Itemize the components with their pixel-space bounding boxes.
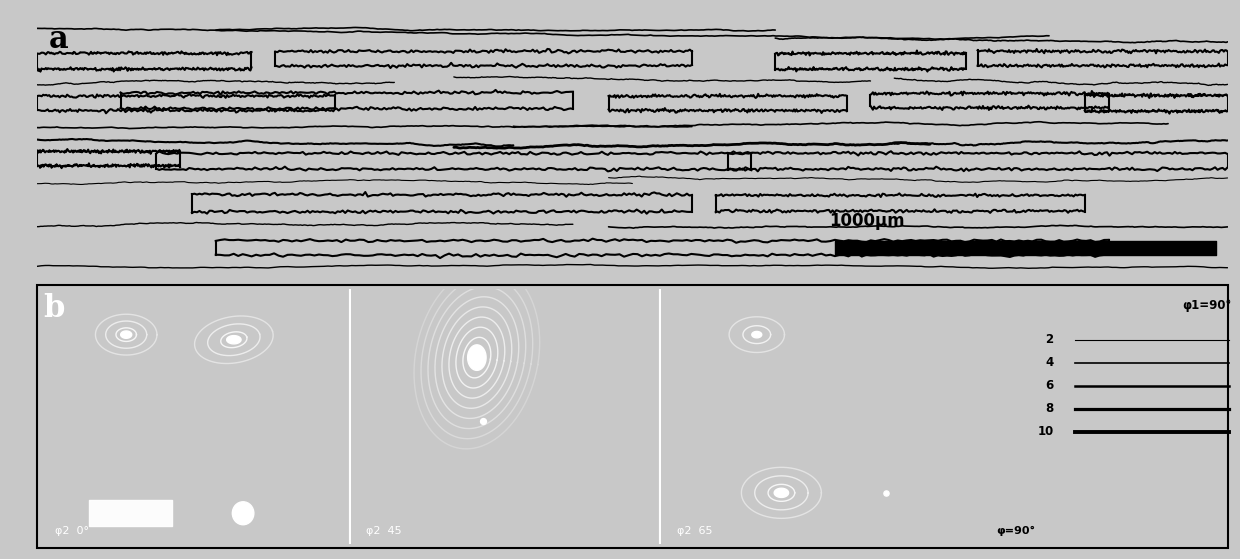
Polygon shape xyxy=(120,331,131,338)
Text: φ2  65: φ2 65 xyxy=(677,526,712,536)
Text: b: b xyxy=(43,293,64,324)
Text: a: a xyxy=(50,25,69,55)
Ellipse shape xyxy=(232,502,254,525)
Text: 4: 4 xyxy=(1045,356,1054,369)
Text: 10: 10 xyxy=(1038,425,1054,438)
Text: φ2  45: φ2 45 xyxy=(366,526,402,536)
Text: 1000μm: 1000μm xyxy=(828,211,904,230)
Text: 2: 2 xyxy=(1045,333,1054,346)
Text: φ2  0°: φ2 0° xyxy=(56,526,89,536)
Text: φ=90°: φ=90° xyxy=(996,526,1035,536)
Polygon shape xyxy=(227,335,241,344)
Polygon shape xyxy=(774,488,789,498)
Text: 6: 6 xyxy=(1045,379,1054,392)
Text: 8: 8 xyxy=(1045,402,1054,415)
Point xyxy=(474,417,494,426)
Text: φ1=90°: φ1=90° xyxy=(1182,299,1231,312)
Point xyxy=(875,489,895,498)
Polygon shape xyxy=(467,345,486,371)
Polygon shape xyxy=(751,331,761,338)
